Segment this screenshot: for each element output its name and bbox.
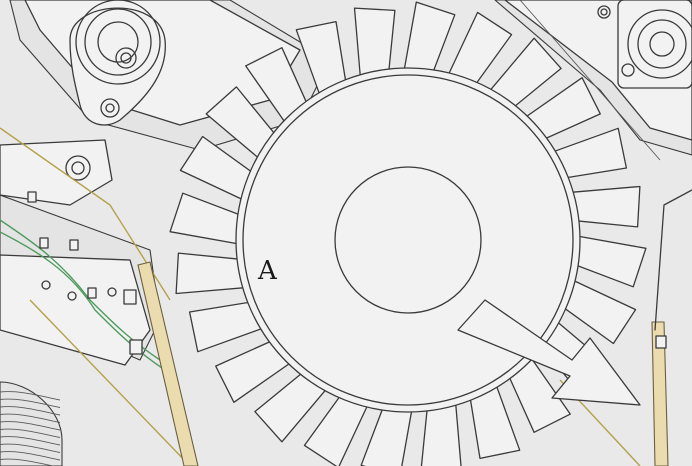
roller-groove xyxy=(0,391,61,401)
guide-rails xyxy=(123,261,669,466)
roller-groove xyxy=(0,451,61,461)
fasteners xyxy=(27,191,117,301)
rotation-arrow xyxy=(457,299,641,406)
left-bracket xyxy=(0,139,161,366)
roller-groove xyxy=(0,428,61,438)
roller-groove xyxy=(0,398,61,408)
roller-groove xyxy=(0,406,61,416)
roller xyxy=(0,381,63,466)
roller-groove xyxy=(0,421,61,431)
pulley-top-left xyxy=(69,0,166,126)
roller-groove xyxy=(0,436,61,446)
right-plate xyxy=(654,189,692,331)
roller-groove xyxy=(0,413,61,423)
roller-groove xyxy=(0,443,61,453)
pulley-top-right xyxy=(597,0,692,89)
roller-groove xyxy=(0,458,56,466)
rotor-label: A xyxy=(257,256,278,286)
